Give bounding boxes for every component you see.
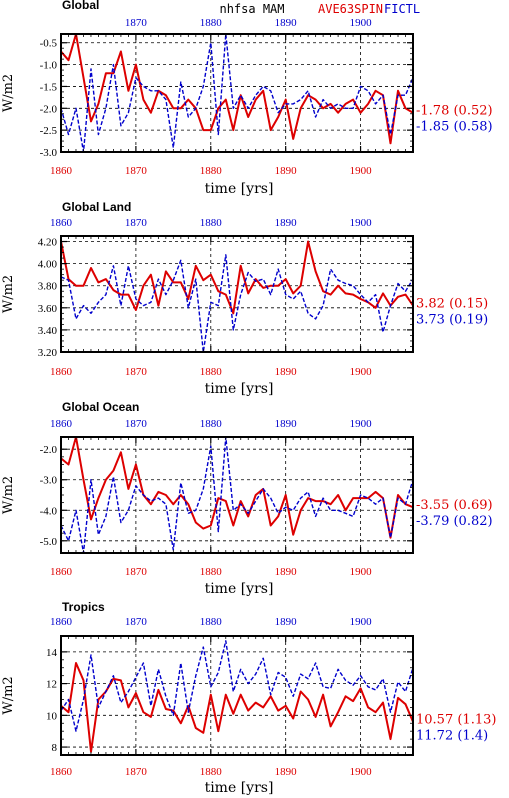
series-line-exp bbox=[60, 436, 414, 539]
y-tick-label: -4.0 bbox=[40, 505, 58, 517]
x-tick-label-top: 1890 bbox=[275, 17, 298, 29]
y-tick-label: 3.20 bbox=[38, 347, 58, 359]
y-tick-label: -3.0 bbox=[40, 475, 58, 487]
header-exp-label: AVE63SPIN bbox=[318, 2, 383, 16]
x-tick-label-top: 1880 bbox=[200, 217, 223, 229]
x-tick-label-top: 1880 bbox=[200, 616, 223, 628]
x-tick-label-bottom: 1880 bbox=[200, 366, 223, 378]
x-tick-label-bottom: 1900 bbox=[350, 165, 373, 177]
y-tick-label: 10 bbox=[46, 710, 58, 722]
series-line-exp bbox=[60, 33, 414, 145]
x-tick-label-top: 1870 bbox=[125, 418, 148, 430]
panel-tropics: Tropics 8 10 12 14 1860 1860 1870 1870 1880 1880 18… bbox=[1, 600, 496, 796]
y-tick-label: 4.20 bbox=[38, 237, 58, 249]
y-tick-label: 3.40 bbox=[38, 325, 58, 337]
x-tick-label-top: 1890 bbox=[275, 418, 298, 430]
stat-ctl: -1.85 (0.58) bbox=[416, 120, 493, 135]
x-tick-label-bottom: 1880 bbox=[200, 566, 223, 578]
x-tick-label-bottom: 1860 bbox=[50, 366, 73, 378]
x-tick-label-top: 1900 bbox=[350, 17, 373, 29]
series-line-ctl bbox=[60, 33, 414, 153]
panel-title: Global Land bbox=[62, 200, 131, 214]
x-tick-label-bottom: 1880 bbox=[200, 766, 223, 778]
plot-frame bbox=[60, 635, 414, 756]
y-tick-label: -1.0 bbox=[40, 60, 58, 72]
x-axis-label: time [yrs] bbox=[205, 780, 274, 796]
x-tick-label-top: 1870 bbox=[125, 17, 148, 29]
y-tick-label: -2.5 bbox=[40, 125, 58, 137]
panel-global-land: Global Land 3.20 3.40 3.60 3.80 4.00 4.20 1860 1… bbox=[1, 200, 488, 397]
x-tick-label-bottom: 1870 bbox=[125, 165, 148, 177]
x-tick-label-bottom: 1900 bbox=[350, 566, 373, 578]
y-tick-label: -5.0 bbox=[40, 536, 58, 548]
x-tick-label-bottom: 1870 bbox=[125, 366, 148, 378]
x-tick-label-top: 1900 bbox=[350, 418, 373, 430]
series-line-ctl bbox=[60, 640, 414, 732]
x-tick-label-bottom: 1900 bbox=[350, 366, 373, 378]
x-tick-label-top: 1860 bbox=[50, 217, 73, 229]
panel-title: Global bbox=[62, 0, 99, 12]
y-tick-label: -1.5 bbox=[40, 81, 58, 93]
x-tick-label-top: 1890 bbox=[275, 616, 298, 628]
stat-exp: -3.55 (0.69) bbox=[416, 498, 493, 513]
plot-frame bbox=[60, 33, 414, 153]
y-tick-label: 8 bbox=[52, 742, 58, 754]
x-tick-label-top: 1870 bbox=[125, 217, 148, 229]
y-axis-label: W/m2 bbox=[1, 676, 16, 714]
x-tick-label-bottom: 1860 bbox=[50, 566, 73, 578]
y-axis-label: W/m2 bbox=[1, 74, 16, 112]
x-tick-label-top: 1900 bbox=[350, 217, 373, 229]
y-axis-label: W/m2 bbox=[1, 275, 16, 313]
series-line-exp bbox=[60, 240, 414, 315]
y-tick-label: 3.60 bbox=[38, 303, 58, 315]
x-tick-label-top: 1860 bbox=[50, 616, 73, 628]
x-tick-label-bottom: 1870 bbox=[125, 566, 148, 578]
y-tick-label: -0.5 bbox=[40, 38, 58, 50]
series-line-exp bbox=[60, 662, 414, 753]
y-tick-label: 3.80 bbox=[38, 281, 58, 293]
header-ctl-label: FICTL bbox=[384, 2, 420, 16]
panel-title: Tropics bbox=[62, 600, 105, 614]
x-tick-label-top: 1900 bbox=[350, 616, 373, 628]
panel-title: Global Ocean bbox=[62, 400, 139, 414]
x-tick-label-top: 1880 bbox=[200, 17, 223, 29]
header-center: nhfsa MAM bbox=[219, 2, 284, 16]
x-tick-label-bottom: 1890 bbox=[275, 165, 298, 177]
x-tick-label-top: 1860 bbox=[50, 418, 73, 430]
x-tick-label-bottom: 1890 bbox=[275, 566, 298, 578]
x-tick-label-bottom: 1880 bbox=[200, 165, 223, 177]
x-tick-label-top: 1880 bbox=[200, 418, 223, 430]
stat-exp: -1.78 (0.52) bbox=[416, 104, 493, 119]
panel-global-ocean: Global Ocean -5.0 -4.0 -3.0 -2.0 1860 1860 1870… bbox=[1, 400, 493, 597]
x-tick-label-bottom: 1860 bbox=[50, 165, 73, 177]
stat-ctl: 3.73 (0.19) bbox=[416, 313, 488, 328]
series-line-ctl bbox=[60, 436, 414, 554]
x-tick-label-bottom: 1860 bbox=[50, 766, 73, 778]
y-axis-label: W/m2 bbox=[1, 476, 16, 514]
stat-exp: 3.82 (0.15) bbox=[416, 297, 488, 312]
series-line-ctl bbox=[60, 254, 414, 353]
stat-ctl: 11.72 (1.4) bbox=[416, 729, 488, 744]
stat-exp: 10.57 (1.13) bbox=[416, 713, 496, 728]
x-tick-label-bottom: 1870 bbox=[125, 766, 148, 778]
x-axis-label: time [yrs] bbox=[205, 381, 274, 397]
y-tick-label: -3.0 bbox=[40, 147, 58, 159]
y-tick-label: 12 bbox=[46, 679, 57, 691]
x-tick-label-bottom: 1900 bbox=[350, 766, 373, 778]
y-tick-label: -2.0 bbox=[40, 444, 58, 456]
stat-ctl: -3.79 (0.82) bbox=[416, 514, 493, 529]
plot-frame bbox=[60, 235, 414, 353]
x-tick-label-bottom: 1890 bbox=[275, 766, 298, 778]
x-axis-label: time [yrs] bbox=[205, 181, 274, 197]
x-axis-label: time [yrs] bbox=[205, 581, 274, 597]
y-tick-label: -2.0 bbox=[40, 103, 58, 115]
panel-global: Global -3.0 -2.5 -2.0 -1.5 -1.0 -0.5 1860 1870 18… bbox=[1, 0, 493, 197]
y-tick-label: 14 bbox=[46, 647, 58, 659]
x-tick-label-bottom: 1890 bbox=[275, 366, 298, 378]
x-tick-label-top: 1890 bbox=[275, 217, 298, 229]
x-tick-label-top: 1870 bbox=[125, 616, 148, 628]
y-tick-label: 4.00 bbox=[38, 259, 58, 271]
